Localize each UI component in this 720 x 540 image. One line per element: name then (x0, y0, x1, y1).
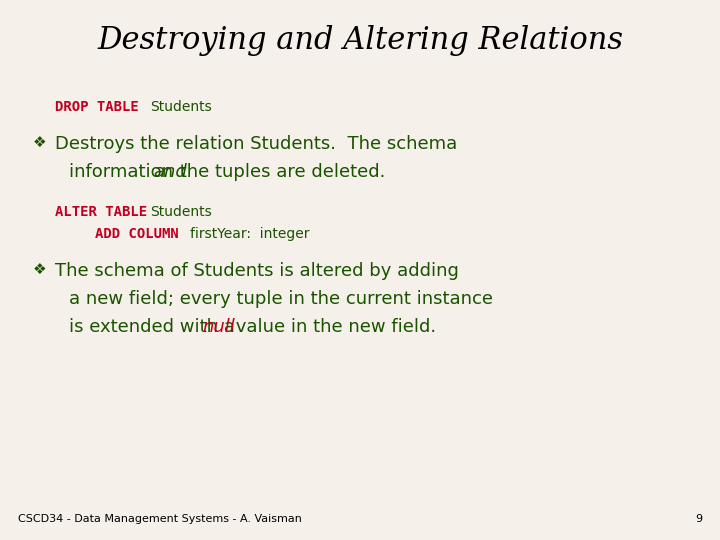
Text: The schema of Students is altered by adding: The schema of Students is altered by add… (55, 262, 459, 280)
Text: ❖: ❖ (33, 135, 47, 150)
Text: firstYear:  integer: firstYear: integer (190, 227, 310, 241)
Text: null: null (202, 318, 235, 336)
Text: Destroys the relation Students.  The schema: Destroys the relation Students. The sche… (55, 135, 457, 153)
Text: CSCD34 - Data Management Systems - A. Vaisman: CSCD34 - Data Management Systems - A. Va… (18, 514, 302, 524)
Text: information: information (69, 163, 179, 181)
Text: value in the new field.: value in the new field. (230, 318, 436, 336)
Text: and: and (153, 163, 186, 181)
Text: a new field; every tuple in the current instance: a new field; every tuple in the current … (69, 290, 493, 308)
Text: DROP TABLE: DROP TABLE (55, 100, 139, 114)
Text: Students: Students (150, 205, 212, 219)
Text: 9: 9 (695, 514, 702, 524)
Text: ALTER TABLE: ALTER TABLE (55, 205, 147, 219)
Text: Students: Students (150, 100, 212, 114)
Text: ADD COLUMN: ADD COLUMN (95, 227, 179, 241)
Text: is extended with a: is extended with a (69, 318, 240, 336)
Text: ❖: ❖ (33, 262, 47, 277)
Text: the tuples are deleted.: the tuples are deleted. (174, 163, 385, 181)
Text: Destroying and Altering Relations: Destroying and Altering Relations (97, 25, 623, 56)
